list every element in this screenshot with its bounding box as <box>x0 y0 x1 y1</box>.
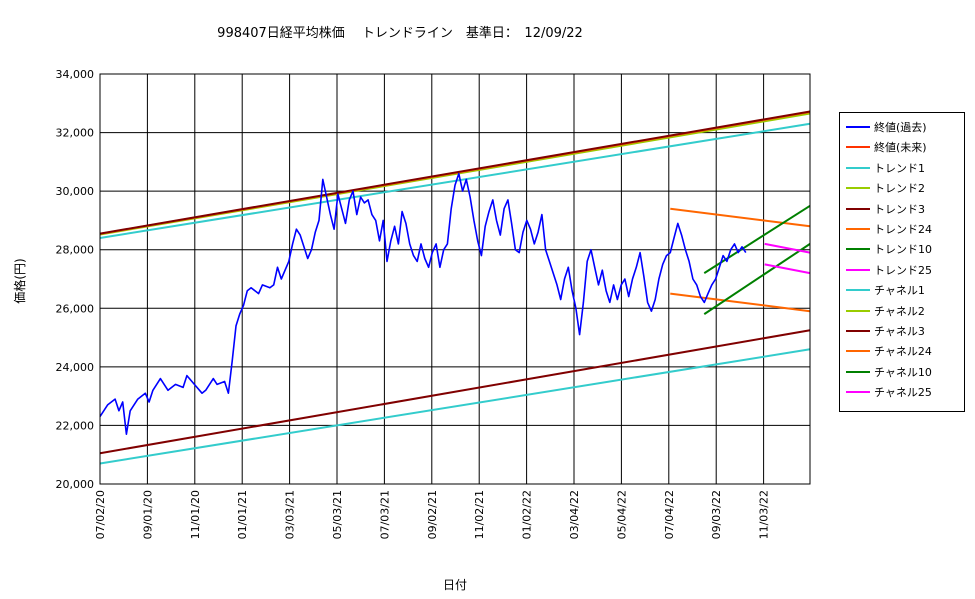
chart-title: 998407日経平均株価 トレンドライン 基準日： 12/09/22 <box>217 26 583 41</box>
legend-swatch <box>846 370 870 373</box>
x-tick-label: 01/02/22 <box>521 490 534 539</box>
legend-swatch <box>846 207 870 210</box>
x-tick-label: 07/04/22 <box>663 490 676 539</box>
legend-label: 終値(未来) <box>874 141 927 155</box>
legend-item: チャネル25 <box>846 382 932 402</box>
legend-label: トレンド25 <box>874 263 932 277</box>
x-tick-label: 09/02/21 <box>426 490 439 539</box>
legend-swatch <box>846 289 870 292</box>
y-tick-label: 28,000 <box>56 244 95 257</box>
legend-item: チャネル3 <box>846 321 925 341</box>
x-tick-label: 11/02/21 <box>473 490 486 539</box>
legend-label: トレンド10 <box>874 243 932 257</box>
legend-label: チャネル3 <box>874 325 925 338</box>
plot-area <box>99 73 811 485</box>
trend-line <box>703 243 811 315</box>
y-tick-label: 20,000 <box>56 478 95 491</box>
legend-swatch <box>846 330 870 332</box>
legend-item: トレンド25 <box>846 260 932 280</box>
y-tick-label: 34,000 <box>56 68 95 81</box>
legend-label: トレンド2 <box>874 182 925 196</box>
legend-item: チャネル1 <box>846 280 925 300</box>
trend-line <box>99 110 811 235</box>
legend-label: トレンド1 <box>874 161 925 175</box>
legend-label: チャネル2 <box>874 304 925 318</box>
legend-swatch <box>846 146 870 149</box>
x-tick-label: 11/01/20 <box>189 490 202 539</box>
x-tick-label: 05/04/22 <box>615 490 628 539</box>
legend-item: トレンド24 <box>846 219 932 239</box>
price-series <box>99 172 747 436</box>
trend-line <box>670 207 811 228</box>
x-axis: 07/02/20 09/01/20 11/01/20 01/01/21 03/03/21… <box>94 490 771 539</box>
legend-label: 終値(過去) <box>874 121 927 134</box>
y-axis-title: 価格(円) <box>12 258 27 303</box>
y-tick-label: 32,000 <box>56 127 95 140</box>
close-past-line <box>99 172 747 436</box>
legend-item: 終値(過去) <box>846 117 927 137</box>
x-axis-title: 日付 <box>443 578 467 592</box>
legend-swatch <box>846 350 870 353</box>
legend-swatch <box>846 268 870 271</box>
legend-item: トレンド10 <box>846 239 932 259</box>
legend-label: トレンド3 <box>874 202 925 216</box>
legend-item: トレンド3 <box>846 199 925 219</box>
trend-line <box>99 122 811 239</box>
legend: 終値(過去) 終値(未来) トレンド1 トレンド2 トレンド3 トレンド24 トレンド10 ト… <box>839 112 965 412</box>
trend-line <box>670 292 811 313</box>
legend-item: チャネル2 <box>846 301 925 321</box>
x-tick-label: 09/01/20 <box>141 490 154 539</box>
trend-line <box>99 329 811 455</box>
legend-item: 終値(未来) <box>846 137 927 157</box>
grid-lines <box>100 73 810 485</box>
trend-line <box>99 348 811 465</box>
y-tick-label: 22,000 <box>56 419 95 432</box>
legend-item: トレンド2 <box>846 178 925 198</box>
trend-line <box>764 242 811 254</box>
legend-item: チャネル10 <box>846 362 932 382</box>
y-tick-label: 24,000 <box>56 361 95 374</box>
x-tick-label: 09/03/22 <box>710 490 723 539</box>
legend-swatch <box>846 248 870 251</box>
legend-label: チャネル24 <box>874 345 932 359</box>
trend-line <box>764 263 811 275</box>
legend-swatch <box>846 187 870 190</box>
legend-swatch <box>846 391 870 394</box>
legend-swatch <box>846 228 870 230</box>
y-tick-label: 26,000 <box>56 302 95 315</box>
x-tick-label: 11/03/22 <box>758 490 771 539</box>
legend-item: トレンド1 <box>846 158 925 178</box>
x-tick-label: 01/01/21 <box>236 490 249 539</box>
x-tick-label: 03/04/22 <box>568 490 581 539</box>
x-tick-label: 03/03/21 <box>284 490 297 539</box>
legend-swatch <box>846 166 870 169</box>
x-tick-label: 07/03/21 <box>378 490 391 539</box>
y-tick-label: 30,000 <box>56 185 95 198</box>
legend-swatch <box>846 309 870 312</box>
legend-label: チャネル1 <box>874 284 925 298</box>
x-tick-label: 07/02/20 <box>94 490 107 539</box>
y-axis: 20,000 22,000 24,000 26,000 28,000 30,000 32,0… <box>56 68 95 491</box>
legend-label: トレンド24 <box>874 223 932 236</box>
legend-swatch <box>846 126 870 128</box>
legend-label: チャネル10 <box>874 365 932 379</box>
legend-item: チャネル24 <box>846 341 932 361</box>
trend-lines <box>99 110 811 465</box>
legend-label: チャネル25 <box>874 386 932 400</box>
x-tick-label: 05/03/21 <box>331 490 344 539</box>
